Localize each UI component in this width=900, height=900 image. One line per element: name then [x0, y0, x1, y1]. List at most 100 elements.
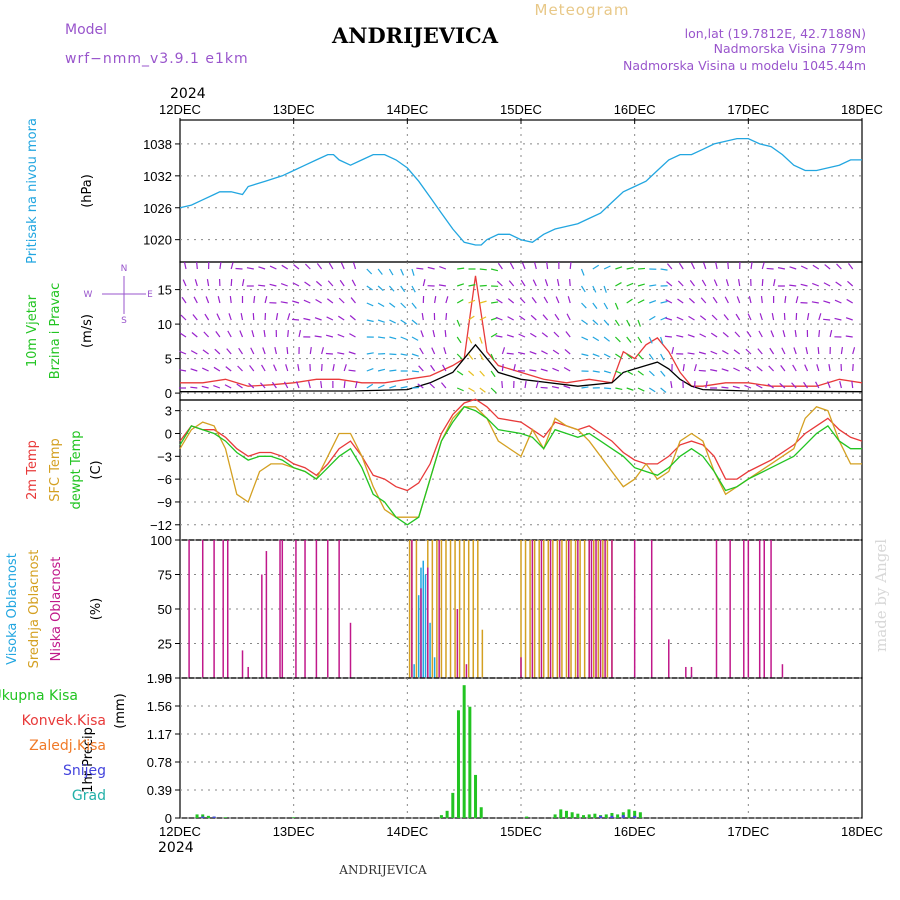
wind-arrow [626, 298, 633, 304]
wind-arrow [351, 279, 357, 287]
wind-arrow [665, 299, 673, 304]
precip-bar [456, 710, 460, 818]
precip-bar [610, 812, 614, 818]
wind-arrow [280, 282, 288, 287]
wind-arrow [263, 329, 266, 338]
wind-arrow [660, 336, 664, 344]
wind-arrow [615, 266, 623, 270]
wind-arrow [750, 261, 753, 270]
wind-arrow [746, 330, 752, 338]
wind-arrow [603, 370, 611, 374]
wind-arrow [603, 319, 610, 326]
wind-arrow [756, 366, 763, 372]
wind-arrow [400, 302, 407, 309]
wind-arrow [603, 302, 609, 310]
wind-arrow [430, 364, 436, 372]
wind-arrow [443, 347, 447, 355]
wind-arrow [456, 299, 464, 304]
precip-bar [525, 816, 529, 818]
wind-arrow [592, 370, 600, 373]
precip-bar [195, 814, 199, 818]
wind-arrow [349, 315, 356, 321]
wind-arrow [648, 370, 655, 377]
wind-arrow [800, 283, 808, 287]
wind-arrow [519, 297, 526, 304]
wind-arrow [507, 316, 514, 321]
precipitation-ytick-label: 0.78 [147, 755, 172, 770]
wind-arrow [520, 279, 526, 287]
wind-arrow [479, 353, 484, 361]
precip-legend-item: Konvek.Kisa [22, 713, 106, 729]
temperature-series-line [179, 406, 862, 518]
temperature-ytick-label: −6 [157, 472, 172, 487]
wind-arrow [377, 268, 383, 275]
wind-arrow [569, 261, 572, 270]
wind-arrow [287, 329, 289, 338]
compass-s: S [121, 316, 127, 326]
wind-arrow [456, 387, 464, 392]
year-bottom: 2024 [158, 840, 194, 856]
precip-bar [474, 774, 478, 818]
wind-arrow [569, 278, 571, 287]
wind-arrow [422, 279, 426, 287]
wind-arrow [789, 284, 797, 287]
wind-arrow [275, 312, 279, 321]
wind-arrow [225, 366, 232, 372]
wind-arrow [411, 353, 419, 357]
wind-arrow [710, 350, 718, 355]
wind-arrow [377, 384, 385, 389]
precip-bar [201, 814, 205, 818]
wind-arrow [687, 352, 695, 355]
wind-arrow [615, 353, 622, 359]
wind-arrow [496, 298, 503, 304]
x-tick-bottom: 13DEC [273, 824, 315, 839]
precip-bar [223, 817, 227, 818]
clouds-ylabel: Visoka Oblacnost [5, 553, 20, 665]
wind-arrow [366, 285, 373, 291]
wind-arrow [431, 347, 436, 355]
clouds-ylabel: Srednja Oblacnost [27, 550, 42, 669]
wind-arrow [388, 268, 394, 276]
precip-legend-item: Snijeg [63, 763, 106, 779]
clouds-ylabel: Niska Oblacnost [49, 557, 64, 662]
wind-arrow [444, 329, 447, 338]
wind-arrow [490, 268, 499, 272]
wind-ylabel: Brzina i Pravac [48, 283, 63, 380]
wind-arrow [205, 296, 210, 304]
wind-arrow [780, 365, 786, 372]
wind-arrow [603, 336, 610, 342]
wind-arrow [722, 350, 729, 355]
wind-arrow [283, 381, 289, 389]
wind-arrow [377, 285, 384, 292]
wind-arrow [755, 384, 763, 389]
wind-arrow [421, 312, 424, 321]
wind-arrow [411, 302, 417, 309]
wind-arrow [723, 314, 729, 321]
x-tick-top: 17DEC [727, 102, 769, 117]
wind-arrow [815, 381, 820, 389]
wind-arrow [434, 295, 437, 304]
wind-arrow [348, 369, 356, 372]
wind-arrow [688, 315, 695, 321]
wind-arrow [264, 296, 268, 304]
wind-arrow [626, 319, 631, 327]
wind-arrow [581, 302, 587, 309]
wind-arrow [648, 353, 654, 361]
wind-arrow [592, 302, 598, 309]
wind-arrow [592, 264, 600, 270]
wind-arrow [352, 262, 357, 270]
wind-arrow [321, 347, 324, 355]
temperature-series-line [179, 406, 862, 526]
wind-arrow [626, 353, 633, 360]
wind-arrow [603, 353, 611, 358]
wind-arrow [497, 262, 503, 270]
wind-arrow [258, 284, 266, 287]
wind-arrow [337, 333, 345, 338]
wind-arrow [261, 364, 266, 372]
wind-arrow [202, 349, 209, 355]
wind-arrow [468, 387, 475, 393]
wind-arrow [637, 319, 641, 327]
wind-arrow [553, 331, 560, 338]
wind-arrow [273, 364, 277, 372]
wind-arrow [206, 278, 210, 287]
